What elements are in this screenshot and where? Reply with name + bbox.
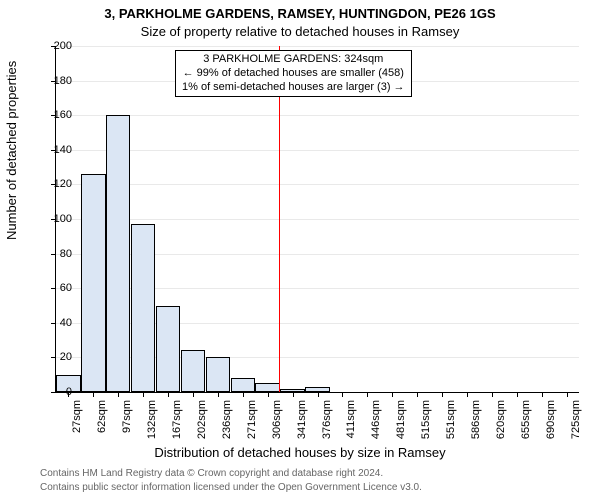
plot-area bbox=[55, 46, 579, 393]
reference-line bbox=[279, 46, 280, 392]
y-tick-label: 160 bbox=[32, 109, 72, 121]
x-tick-label: 655sqm bbox=[520, 400, 532, 450]
x-tick-label: 725sqm bbox=[570, 400, 582, 450]
x-tick-label: 690sqm bbox=[545, 400, 557, 450]
y-tick-label: 20 bbox=[32, 351, 72, 363]
gridline bbox=[56, 150, 579, 151]
y-tick-label: 80 bbox=[32, 248, 72, 260]
x-tick-label: 341sqm bbox=[296, 400, 308, 450]
gridline bbox=[56, 115, 579, 116]
x-tick-mark bbox=[168, 392, 169, 397]
x-tick-mark bbox=[542, 392, 543, 397]
x-tick-mark bbox=[367, 392, 368, 397]
x-tick-label: 481sqm bbox=[395, 400, 407, 450]
histogram-bar bbox=[255, 383, 279, 392]
footer-line-2: Contains public sector information licen… bbox=[40, 482, 422, 493]
x-tick-mark bbox=[243, 392, 244, 397]
y-tick-label: 140 bbox=[32, 144, 72, 156]
y-tick-label: 60 bbox=[32, 282, 72, 294]
x-tick-mark bbox=[492, 392, 493, 397]
x-tick-mark bbox=[293, 392, 294, 397]
y-tick-label: 200 bbox=[32, 40, 72, 52]
y-tick-label: 0 bbox=[32, 386, 72, 398]
x-tick-mark bbox=[517, 392, 518, 397]
x-tick-label: 167sqm bbox=[171, 400, 183, 450]
x-tick-label: 271sqm bbox=[246, 400, 258, 450]
y-tick-label: 180 bbox=[32, 75, 72, 87]
y-tick-label: 40 bbox=[32, 317, 72, 329]
histogram-bar bbox=[231, 378, 255, 392]
histogram-bar bbox=[206, 357, 230, 392]
histogram-bar bbox=[81, 174, 105, 392]
x-tick-label: 376sqm bbox=[321, 400, 333, 450]
x-tick-mark bbox=[392, 392, 393, 397]
x-tick-mark bbox=[442, 392, 443, 397]
x-tick-mark bbox=[93, 392, 94, 397]
y-tick-label: 100 bbox=[32, 213, 72, 225]
gridline bbox=[56, 46, 579, 47]
histogram-bar bbox=[106, 115, 130, 392]
x-tick-label: 411sqm bbox=[345, 400, 357, 450]
x-tick-mark bbox=[143, 392, 144, 397]
x-tick-mark bbox=[193, 392, 194, 397]
x-tick-label: 515sqm bbox=[420, 400, 432, 450]
x-tick-mark bbox=[318, 392, 319, 397]
x-tick-label: 27sqm bbox=[71, 400, 83, 450]
x-tick-label: 62sqm bbox=[96, 400, 108, 450]
x-tick-mark bbox=[118, 392, 119, 397]
x-tick-label: 551sqm bbox=[445, 400, 457, 450]
y-tick-label: 120 bbox=[32, 178, 72, 190]
x-tick-label: 236sqm bbox=[221, 400, 233, 450]
x-tick-label: 306sqm bbox=[271, 400, 283, 450]
x-tick-mark bbox=[467, 392, 468, 397]
annotation-line: 1% of semi-detached houses are larger (3… bbox=[182, 81, 405, 95]
x-tick-label: 97sqm bbox=[121, 400, 133, 450]
histogram-bar bbox=[156, 306, 180, 393]
chart-subtitle: Size of property relative to detached ho… bbox=[0, 24, 600, 39]
annotation-line: ← 99% of detached houses are smaller (45… bbox=[182, 67, 405, 81]
x-tick-mark bbox=[342, 392, 343, 397]
footer-line-1: Contains HM Land Registry data © Crown c… bbox=[40, 468, 383, 479]
gridline bbox=[56, 184, 579, 185]
x-tick-mark bbox=[567, 392, 568, 397]
x-tick-mark bbox=[417, 392, 418, 397]
annotation-line: 3 PARKHOLME GARDENS: 324sqm bbox=[182, 53, 405, 67]
gridline bbox=[56, 219, 579, 220]
histogram-bar bbox=[181, 350, 205, 392]
x-tick-label: 132sqm bbox=[146, 400, 158, 450]
x-tick-label: 446sqm bbox=[370, 400, 382, 450]
x-tick-mark bbox=[218, 392, 219, 397]
x-tick-mark bbox=[268, 392, 269, 397]
x-tick-label: 620sqm bbox=[495, 400, 507, 450]
annotation-box: 3 PARKHOLME GARDENS: 324sqm← 99% of deta… bbox=[175, 50, 412, 97]
histogram-bar bbox=[131, 224, 155, 392]
x-tick-label: 202sqm bbox=[196, 400, 208, 450]
chart-title: 3, PARKHOLME GARDENS, RAMSEY, HUNTINGDON… bbox=[0, 6, 600, 21]
x-tick-label: 586sqm bbox=[470, 400, 482, 450]
y-axis-label: Number of detached properties bbox=[4, 61, 19, 240]
